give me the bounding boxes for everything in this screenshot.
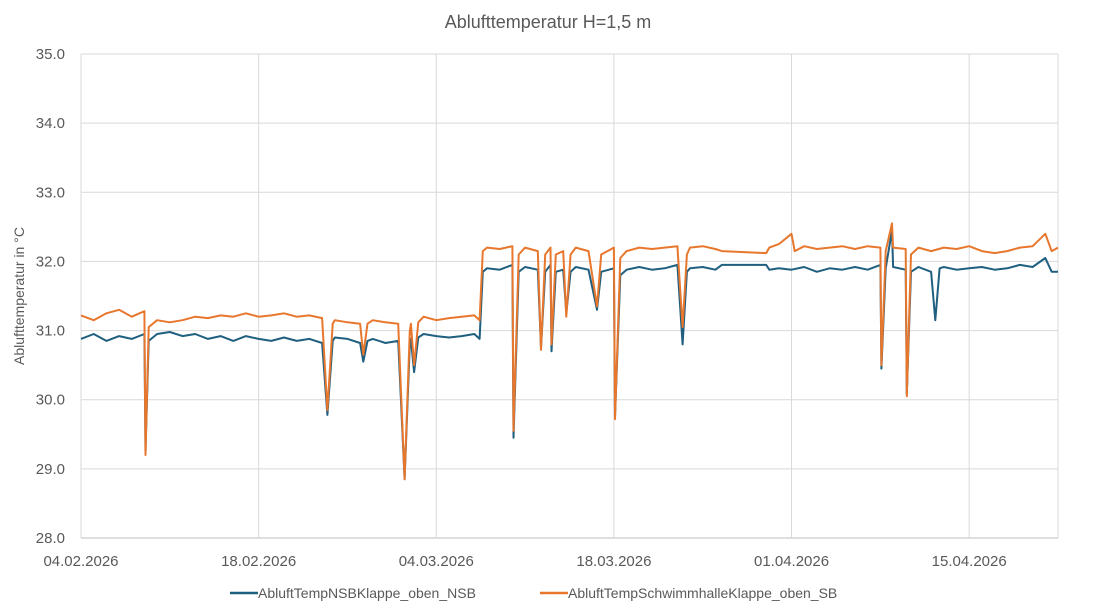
legend-label-1: AbluftTempNSBKlappe_oben_NSB: [258, 585, 476, 601]
x-tick-label: 04.03.2026: [399, 553, 474, 570]
series-line-2: [80, 222, 1059, 481]
y-gridlines: [81, 53, 1058, 539]
y-tick-labels: 28.0 29.0 30.0 31.0 32.0 33.0 34.0 35.0: [36, 46, 65, 547]
y-tick-label: 34.0: [36, 115, 65, 132]
x-gridlines: [80, 54, 1059, 538]
y-tick-label: 29.0: [36, 461, 65, 478]
y-tick-label: 35.0: [36, 46, 65, 63]
x-tick-label: 04.02.2026: [43, 553, 118, 570]
series-lines: [80, 222, 1059, 481]
x-tick-label: 18.02.2026: [221, 553, 296, 570]
y-tick-label: 30.0: [36, 392, 65, 409]
chart-title: Ablufttemperatur H=1,5 m: [445, 12, 652, 32]
y-tick-label: 32.0: [36, 253, 65, 270]
x-tick-label: 18.03.2026: [576, 553, 651, 570]
legend[interactable]: AbluftTempNSBKlappe_oben_NSB AbluftTempSc…: [230, 585, 837, 601]
x-tick-label: 01.04.2026: [754, 553, 829, 570]
x-tick-label: 15.04.2026: [932, 553, 1007, 570]
legend-label-2: AbluftTempSchwimmhalleKlappe_oben_SB: [568, 585, 837, 601]
y-tick-label: 28.0: [36, 530, 65, 547]
y-tick-label: 33.0: [36, 184, 65, 201]
y-tick-label: 31.0: [36, 323, 65, 340]
y-axis-label: Ablufttemperatur in °C: [11, 227, 27, 365]
x-tick-labels: 04.02.2026 18.02.2026 04.03.2026 18.03.2026…: [43, 553, 1006, 570]
